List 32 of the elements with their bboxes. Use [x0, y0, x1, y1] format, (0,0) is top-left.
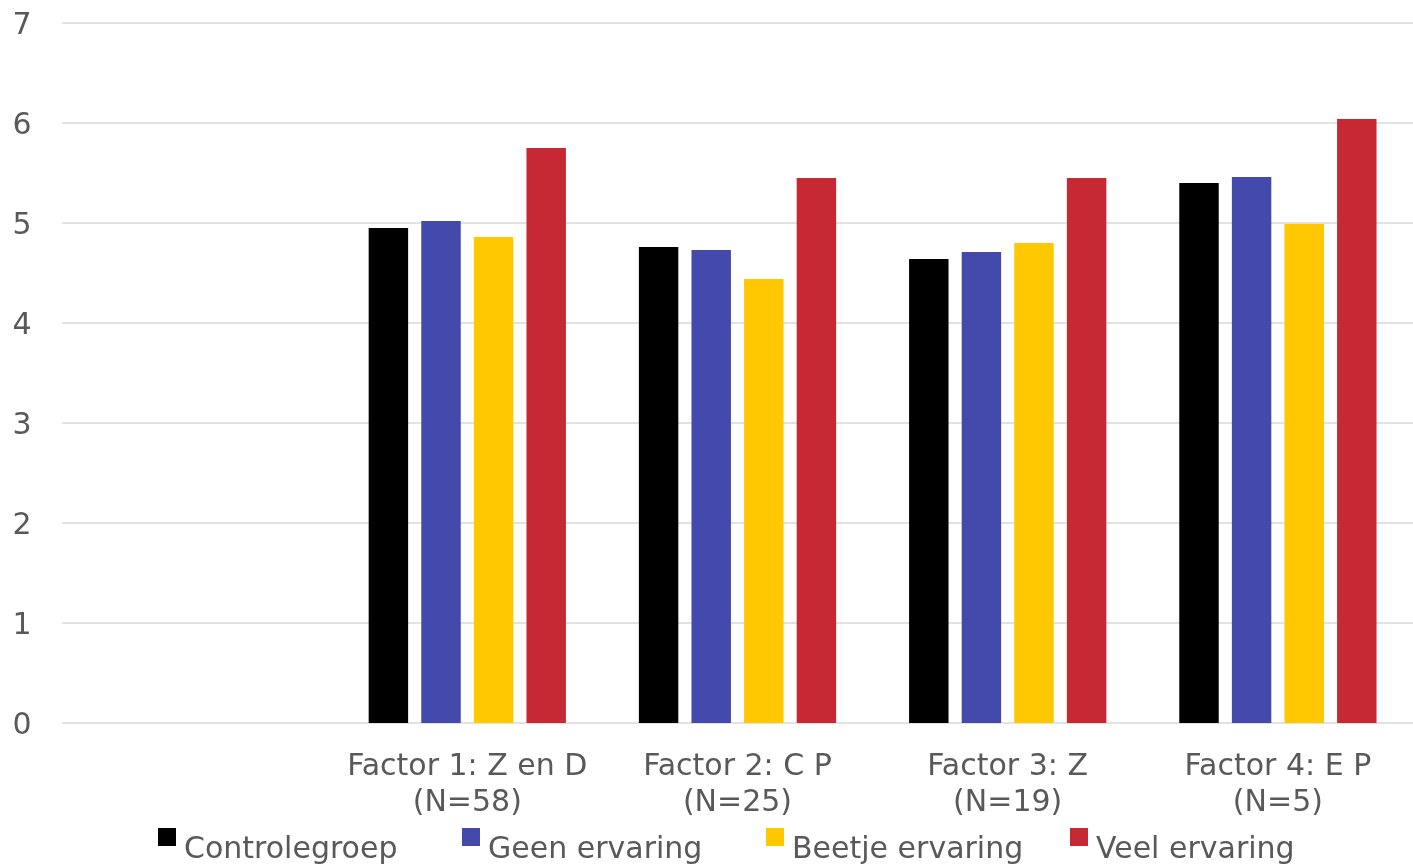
legend-label: Beetje ervaring [792, 829, 1024, 865]
y-tick-label: 4 [12, 305, 32, 341]
y-tick-label: 7 [12, 5, 32, 41]
x-tick-label: Factor 3: Z (N=19) [927, 747, 1089, 818]
y-tick-label: 0 [12, 705, 32, 741]
bar [638, 247, 679, 723]
x-tick-label: Factor 2: C P (N=25) [643, 747, 832, 818]
bar [744, 279, 784, 723]
bar [1231, 177, 1272, 723]
bar [909, 259, 949, 723]
bar [368, 228, 409, 723]
y-tick-label: 6 [12, 105, 32, 141]
bar [961, 252, 1002, 723]
legend-label: Controlegroep [184, 829, 398, 865]
bar [1337, 119, 1377, 723]
bar [1284, 224, 1324, 723]
bar [526, 148, 566, 723]
y-tick-label: 2 [12, 505, 32, 541]
legend-label: Geen ervaring [488, 829, 703, 865]
y-tick-label: 1 [12, 605, 32, 641]
y-tick-label: 3 [12, 405, 32, 441]
bar [421, 221, 461, 723]
bar [473, 237, 514, 723]
y-tick-label: 5 [12, 205, 32, 241]
bar [796, 178, 837, 723]
bar [691, 250, 731, 723]
bar [1066, 178, 1107, 723]
bar [1179, 183, 1219, 723]
legend-label: Veel ervaring [1096, 829, 1295, 865]
bar [1014, 243, 1054, 723]
x-tick-label: Factor 1: Z en D (N=58) [347, 747, 588, 818]
x-tick-label: Factor 4: E P (N=5) [1184, 747, 1372, 818]
